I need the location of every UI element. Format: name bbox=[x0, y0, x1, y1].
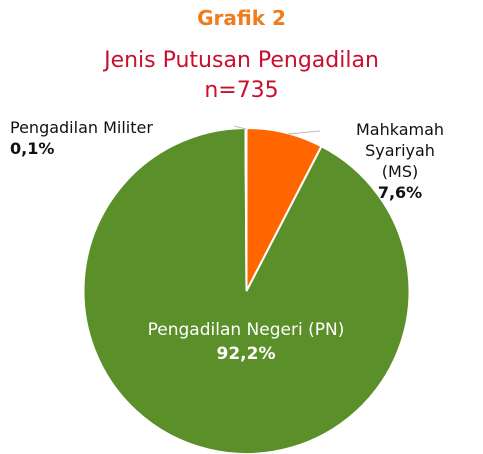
value-label: 0,1% bbox=[10, 139, 55, 158]
slice-label: Mahkamah Syariyah (MS) 7,6% bbox=[345, 119, 455, 203]
chart-subtitle: Jenis Putusan Pengadilan bbox=[104, 48, 379, 73]
value-label: 92,2% bbox=[216, 344, 276, 364]
value-label: 7,6% bbox=[377, 183, 423, 202]
sample-size: n=735 bbox=[204, 78, 279, 103]
slice-label: Pengadilan Militer 0,1% bbox=[10, 117, 230, 159]
leader-line bbox=[287, 130, 321, 135]
leader-line bbox=[233, 125, 247, 130]
category-label: Pengadilan Militer bbox=[10, 118, 153, 137]
pie-slice bbox=[244, 126, 248, 292]
chart-title: Grafik 2 bbox=[197, 6, 286, 30]
slice-label: Pengadilan Negeri (PN) 92,2% bbox=[141, 318, 351, 366]
category-label: Mahkamah Syariyah (MS) bbox=[355, 120, 445, 181]
category-label: Pengadilan Negeri (PN) bbox=[147, 320, 345, 340]
